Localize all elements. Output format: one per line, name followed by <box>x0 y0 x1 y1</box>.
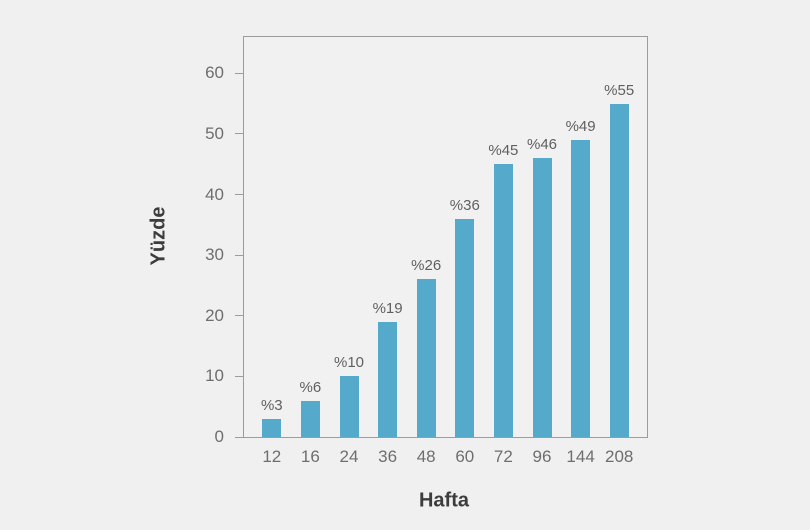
bar-value-label: %36 <box>449 196 480 214</box>
bar <box>300 400 320 437</box>
y-tick-label: 10 <box>205 366 224 386</box>
x-tick-label: 96 <box>532 447 552 466</box>
x-tick-label: 24 <box>339 447 359 466</box>
bar-value-label: %46 <box>526 136 558 154</box>
y-tick-mark <box>235 194 243 196</box>
bar <box>532 158 552 437</box>
y-tick-mark <box>235 315 243 317</box>
plot-area: 0 10 20 30 40 50 60 %3 12 %6 16 %10 24 %19 36 %26 48 %36 6… <box>205 36 648 466</box>
x-tick-label: 72 <box>493 447 513 466</box>
bar <box>339 376 359 437</box>
y-tick-mark <box>235 133 243 135</box>
y-tick-mark <box>235 254 243 256</box>
x-axis-title: Hafta <box>418 489 470 512</box>
x-tick-label: 36 <box>378 447 398 466</box>
y-tick-label: 30 <box>205 245 224 265</box>
bar-value-label: %45 <box>488 142 519 160</box>
y-tick-mark <box>235 375 243 377</box>
bar-value-label: %10 <box>333 354 365 372</box>
bar <box>378 321 398 437</box>
bar <box>416 279 436 437</box>
bar <box>455 218 475 437</box>
x-tick-label: 48 <box>416 447 436 466</box>
y-tick-mark <box>235 72 243 74</box>
bar-value-label: %49 <box>565 118 596 136</box>
y-tick-label: 20 <box>205 305 224 325</box>
bar-value-label: %3 <box>260 396 283 414</box>
y-tick-label: 40 <box>205 184 224 204</box>
bar <box>262 418 282 437</box>
bar <box>493 164 513 437</box>
bar-value-label: %55 <box>604 81 635 99</box>
y-tick-label: 0 <box>214 427 224 446</box>
bar-value-label: %6 <box>299 378 322 396</box>
y-tick-mark <box>235 436 243 438</box>
x-tick-label: 208 <box>605 447 634 466</box>
x-tick-label: 16 <box>300 447 320 466</box>
bar <box>571 140 591 437</box>
y-axis-title: Yüzde <box>147 206 170 266</box>
x-tick-label: 144 <box>566 447 595 466</box>
bar-value-label: %26 <box>411 257 442 275</box>
bar <box>609 103 629 437</box>
x-tick-label: 12 <box>262 447 282 466</box>
y-tick-label: 50 <box>205 123 224 143</box>
bar-value-label: %19 <box>372 299 403 317</box>
y-tick-label: 60 <box>205 63 224 83</box>
x-tick-label: 60 <box>455 447 475 466</box>
